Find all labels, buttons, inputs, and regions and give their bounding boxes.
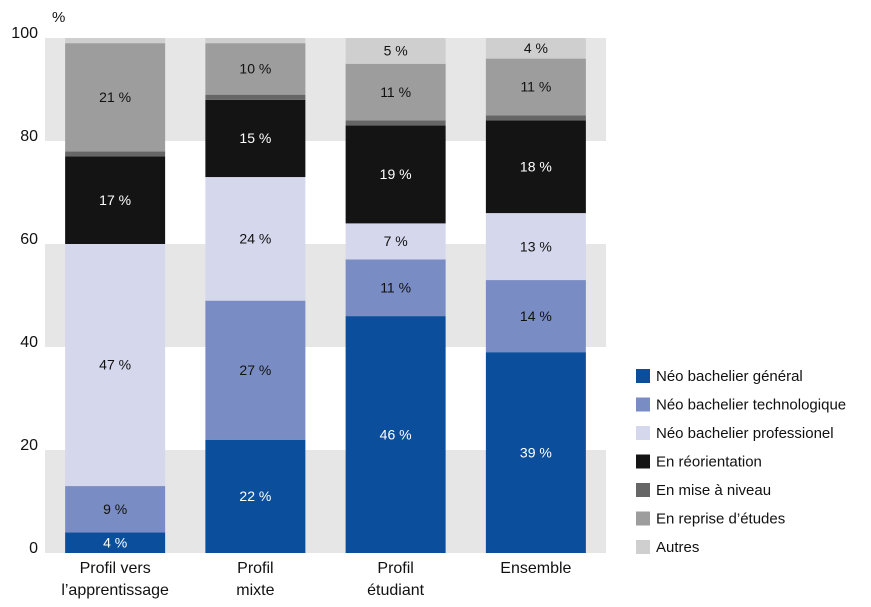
legend-swatch — [636, 540, 650, 554]
bar-segment — [345, 259, 446, 317]
legend-label: En reprise d’études — [656, 510, 785, 527]
data-label: 24 % — [239, 231, 271, 247]
x-tick-label: Profil étudiant — [367, 560, 425, 599]
bar-segment — [205, 38, 306, 44]
data-label: 46 % — [380, 426, 412, 442]
legend-swatch — [636, 483, 650, 497]
bar-segment — [345, 316, 446, 553]
legend-swatch — [636, 369, 650, 383]
bar-segment — [485, 352, 586, 553]
data-label: 19 % — [380, 166, 412, 182]
legend-label: Néo bachelier général — [656, 368, 803, 385]
bar-segment — [485, 38, 586, 59]
data-label: 15 % — [239, 130, 271, 146]
bar-segment — [65, 486, 166, 533]
x-tick-label: Ensemble — [500, 560, 572, 577]
data-label: 11 % — [380, 84, 411, 100]
bar-segment — [345, 63, 446, 121]
data-label: 27 % — [239, 362, 271, 378]
bar-segment — [345, 38, 446, 64]
data-label: 14 % — [520, 308, 552, 324]
legend-swatch — [636, 454, 650, 469]
data-label: 13 % — [520, 238, 552, 254]
data-label: 5 % — [384, 43, 408, 59]
x-tick-label: Profil mixte — [236, 560, 275, 599]
bar-segment — [485, 58, 586, 116]
data-label: 22 % — [239, 488, 271, 504]
data-label: 21 % — [99, 89, 131, 105]
bar-segment — [65, 532, 166, 553]
data-label: 47 % — [99, 357, 131, 373]
legend-label: Néo bachelier technologique — [656, 396, 846, 413]
data-label: 18 % — [520, 158, 552, 174]
legend-swatch — [636, 511, 650, 526]
bar-segment — [205, 99, 306, 178]
data-label: 39 % — [520, 444, 552, 460]
y-tick-label: 0 — [29, 540, 38, 557]
bar-segment — [205, 439, 306, 553]
data-label: 11 % — [380, 279, 411, 295]
y-tick-label: 20 — [20, 437, 38, 454]
bar-segment — [65, 244, 166, 487]
data-label: 10 % — [239, 61, 271, 77]
bar-segment — [65, 151, 166, 157]
bar-segment — [65, 43, 166, 152]
legend-label: En mise à niveau — [656, 482, 771, 499]
y-tick-label: 100 — [11, 25, 38, 42]
bar-segment — [65, 38, 166, 44]
bar-segment — [205, 177, 306, 301]
x-tick-label: Profil vers l’apprentissage — [61, 560, 169, 599]
y-axis-label: % — [52, 9, 65, 26]
bar-segment — [485, 280, 586, 353]
data-label: 4 % — [103, 534, 127, 550]
data-label: 9 % — [103, 501, 127, 517]
legend-swatch — [636, 397, 650, 412]
bar-segment — [65, 156, 166, 244]
y-tick-label: 60 — [20, 231, 38, 248]
legend-label: En réorientation — [656, 453, 762, 470]
data-label: 17 % — [99, 192, 131, 208]
legend-label: Autres — [656, 539, 699, 556]
bar-segment — [345, 223, 446, 260]
bar-segment — [205, 300, 306, 440]
legend-swatch — [636, 426, 650, 440]
data-label: 7 % — [384, 233, 408, 249]
bar-segment — [485, 213, 586, 281]
bar-segment — [205, 43, 306, 95]
y-tick-label: 80 — [20, 128, 38, 145]
legend-label: Néo bachelier professionel — [656, 425, 834, 442]
data-label: 11 % — [520, 79, 551, 95]
bar-segment — [345, 125, 446, 224]
bar-segment — [345, 120, 446, 126]
bar-segment — [205, 94, 306, 100]
y-tick-label: 40 — [20, 334, 38, 351]
bar-segment — [485, 115, 586, 121]
bar-segment — [485, 120, 586, 214]
data-label: 4 % — [524, 40, 548, 56]
